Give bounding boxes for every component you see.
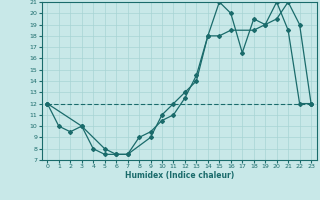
- X-axis label: Humidex (Indice chaleur): Humidex (Indice chaleur): [124, 171, 234, 180]
